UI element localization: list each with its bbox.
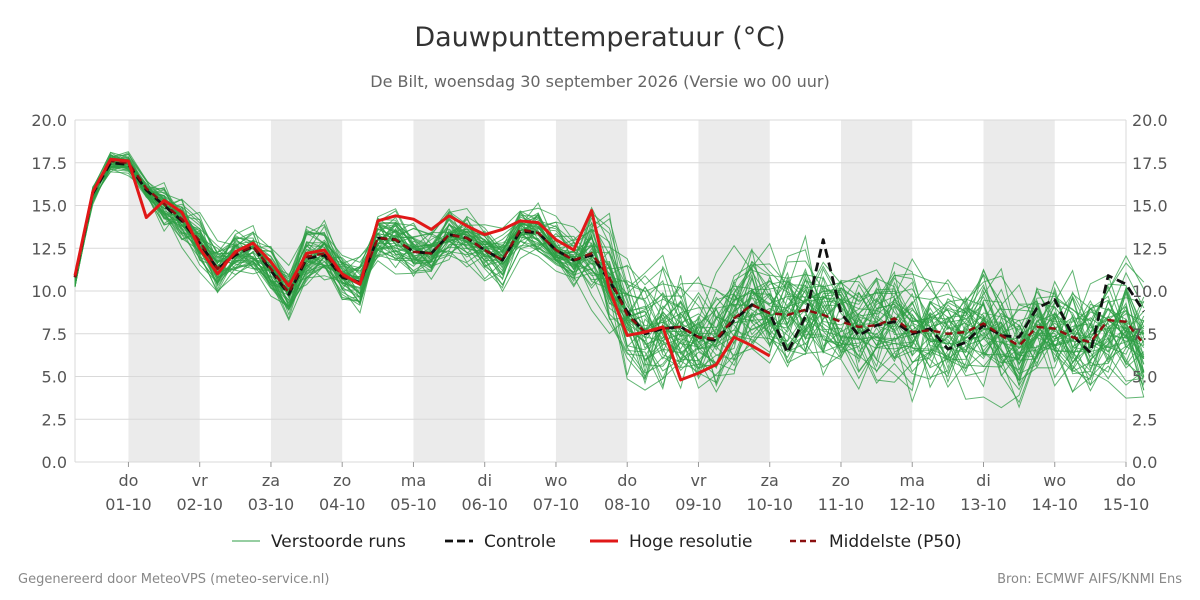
main-series [73, 157, 1145, 382]
x-tick-date: 15-10 [1103, 495, 1150, 514]
x-tick-weekday: vr [192, 471, 208, 490]
x-tick-weekday: di [976, 471, 991, 490]
x-tick-date: 10-10 [746, 495, 793, 514]
footer-source: Bron: ECMWF AIFS/KNMI Ens [997, 572, 1182, 587]
ensemble-run [74, 164, 1145, 374]
x-tick-date: 14-10 [1031, 495, 1078, 514]
x-tick-date: 13-10 [960, 495, 1007, 514]
x-tick-date: 04-10 [319, 495, 366, 514]
y-tick-label-left: 7.5 [42, 325, 67, 344]
x-tick-date: 07-10 [533, 495, 580, 514]
x-tick-date: 02-10 [176, 495, 223, 514]
ensemble-runs [74, 151, 1145, 409]
series-line-median [73, 159, 1145, 347]
axes: 0.0 0.0 2.5 2.5 5.0 5.0 7.5 7.5 10.0 10.0 12.5 12.5… [31, 111, 1167, 514]
y-tick-label-left: 12.5 [31, 239, 67, 258]
ensemble-run [74, 161, 1145, 382]
x-tick-weekday: za [262, 471, 280, 490]
x-tick-weekday: zo [333, 471, 351, 490]
legend-label-control: Controle [484, 532, 556, 552]
dewpoint-chart: 0.0 0.0 2.5 2.5 5.0 5.0 7.5 7.5 10.0 10.0 12.5 12.5… [31, 111, 1167, 552]
legend-label-hires: Hoge resolutie [629, 532, 753, 552]
ensemble-run [74, 166, 1145, 368]
legend-label-median: Middelste (P50) [829, 532, 962, 552]
x-tick-weekday: do [1116, 471, 1136, 490]
y-tick-label-left: 15.0 [31, 197, 67, 216]
y-tick-label-right: 7.5 [1132, 325, 1157, 344]
y-tick-label-right: 15.0 [1132, 197, 1168, 216]
legend: Verstoorde runs Controle Hoge resolutie Mid… [232, 532, 962, 552]
y-tick-label-right: 17.5 [1132, 154, 1168, 173]
x-tick-weekday: zo [832, 471, 850, 490]
y-tick-label-left: 5.0 [42, 368, 67, 387]
series-line-hires [73, 157, 771, 382]
x-tick-date: 12-10 [889, 495, 936, 514]
x-tick-weekday: di [477, 471, 492, 490]
ensemble-run [74, 163, 1144, 383]
x-tick-weekday: wo [545, 471, 568, 490]
x-tick-date: 03-10 [248, 495, 295, 514]
y-tick-label-left: 0.0 [42, 453, 67, 472]
x-tick-weekday: do [617, 471, 637, 490]
ensemble-run [74, 158, 1144, 372]
x-tick-weekday: ma [900, 471, 925, 490]
chart-subtitle: De Bilt, woensdag 30 september 2026 (Ver… [370, 72, 830, 91]
y-tick-label-right: 5.0 [1132, 368, 1157, 387]
x-tick-date: 06-10 [461, 495, 508, 514]
x-tick-date: 05-10 [390, 495, 437, 514]
legend-label-ensemble: Verstoorde runs [271, 532, 406, 552]
ensemble-run [74, 165, 1145, 369]
chart-title: Dauwpunttemperatuur (°C) [414, 22, 786, 53]
y-tick-label-right: 2.5 [1132, 410, 1157, 429]
ensemble-run [74, 159, 1144, 409]
y-tick-label-left: 17.5 [31, 154, 67, 173]
x-tick-weekday: za [761, 471, 779, 490]
x-tick-weekday: ma [401, 471, 426, 490]
y-tick-label-right: 10.0 [1132, 282, 1168, 301]
y-tick-label-left: 10.0 [31, 282, 67, 301]
footer-generated-by: Gegenereerd door MeteoVPS (meteo-service… [18, 572, 330, 587]
y-tick-label-right: 0.0 [1132, 453, 1157, 472]
x-tick-weekday: wo [1043, 471, 1066, 490]
ensemble-run [74, 151, 1145, 388]
x-tick-weekday: vr [690, 471, 706, 490]
y-tick-label-right: 12.5 [1132, 239, 1168, 258]
x-tick-weekday: do [118, 471, 138, 490]
x-tick-date: 09-10 [675, 495, 722, 514]
x-tick-date: 01-10 [105, 495, 152, 514]
y-tick-label-right: 20.0 [1132, 111, 1168, 130]
y-tick-label-left: 2.5 [42, 410, 67, 429]
x-tick-date: 08-10 [604, 495, 651, 514]
y-tick-label-left: 20.0 [31, 111, 67, 130]
x-tick-date: 11-10 [818, 495, 865, 514]
ensemble-run [74, 154, 1145, 391]
